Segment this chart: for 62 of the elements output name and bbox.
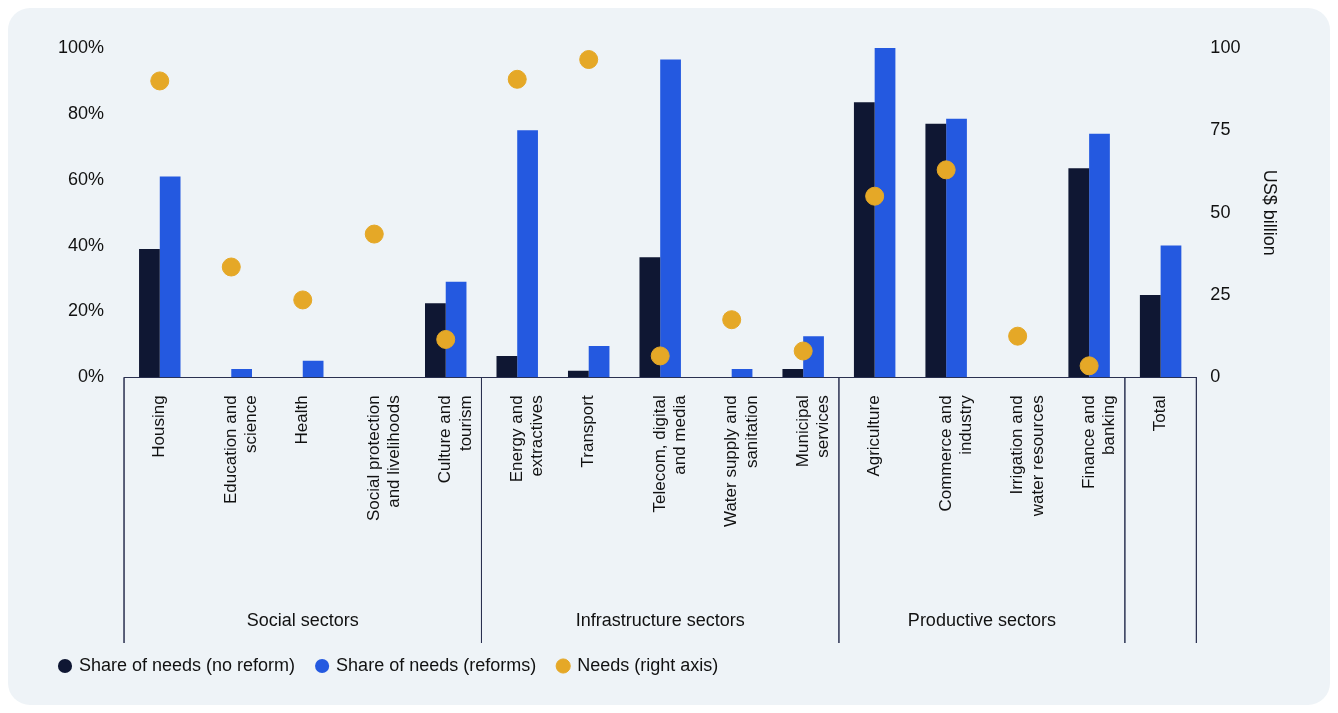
bar <box>731 369 753 378</box>
bar <box>1068 168 1090 378</box>
point <box>1008 326 1028 346</box>
bar <box>853 102 875 378</box>
bar <box>231 369 252 378</box>
bar <box>1160 245 1182 378</box>
text: Social sectors <box>246 609 359 630</box>
point <box>436 329 456 349</box>
bar <box>946 118 967 378</box>
y-tick-label: 20% <box>68 300 105 321</box>
bar <box>496 355 518 378</box>
y2-axis-title: US$ billion <box>1260 169 1281 256</box>
bar <box>639 257 661 378</box>
x-tick-label: Commerce and industry <box>935 394 976 512</box>
x-tick-label: Telecom, digital and media <box>649 394 690 513</box>
bar <box>925 123 947 378</box>
point <box>150 71 170 91</box>
y2-tick-label: 50 <box>1210 201 1231 222</box>
point <box>579 50 599 70</box>
x-tick-label: Agriculture <box>864 395 884 477</box>
legend-label: Share of needs (no reform) <box>79 654 296 675</box>
point <box>221 257 241 277</box>
bar <box>302 360 324 378</box>
legend-label: Share of needs (reforms) <box>336 654 537 675</box>
y2-tick-label: 0 <box>1210 366 1221 387</box>
point <box>865 186 885 206</box>
point <box>936 160 956 180</box>
x-tick-label: Health <box>292 395 312 445</box>
point <box>293 290 313 310</box>
bar <box>1139 295 1161 378</box>
legend-label: Needs (right axis) <box>577 654 719 675</box>
y-tick-label: 40% <box>68 234 105 255</box>
bar <box>139 248 160 378</box>
point <box>507 69 527 89</box>
y-tick-label: 60% <box>68 168 105 189</box>
bar <box>588 346 610 378</box>
y-tick-label: 0% <box>78 366 105 387</box>
point <box>1079 356 1099 376</box>
bar <box>517 130 538 378</box>
x-tick-label: Transport <box>578 395 598 468</box>
x-tick-label: Housing <box>149 395 169 458</box>
bar <box>782 369 804 378</box>
x-tick-label: Education and science <box>220 395 261 505</box>
y-tick-label: 80% <box>68 102 105 123</box>
point <box>793 341 813 361</box>
point <box>364 224 384 244</box>
x-tick-label: Social protection and livelihoods <box>363 395 404 522</box>
point <box>650 346 670 366</box>
y2-tick-label: 25 <box>1210 283 1231 304</box>
bar <box>159 176 181 378</box>
bar <box>567 370 589 378</box>
point <box>722 310 742 330</box>
y2-tick-label: 75 <box>1210 119 1231 140</box>
bar <box>425 303 446 378</box>
text: Infrastructure sectors <box>575 609 745 630</box>
y-tick-label: 100% <box>57 36 105 57</box>
bar <box>1089 133 1110 378</box>
x-tick-label: Total <box>1150 395 1170 432</box>
bar <box>874 48 896 378</box>
y2-tick-label: 100 <box>1210 36 1241 57</box>
text: Productive sectors <box>907 609 1056 630</box>
bar <box>660 59 681 378</box>
